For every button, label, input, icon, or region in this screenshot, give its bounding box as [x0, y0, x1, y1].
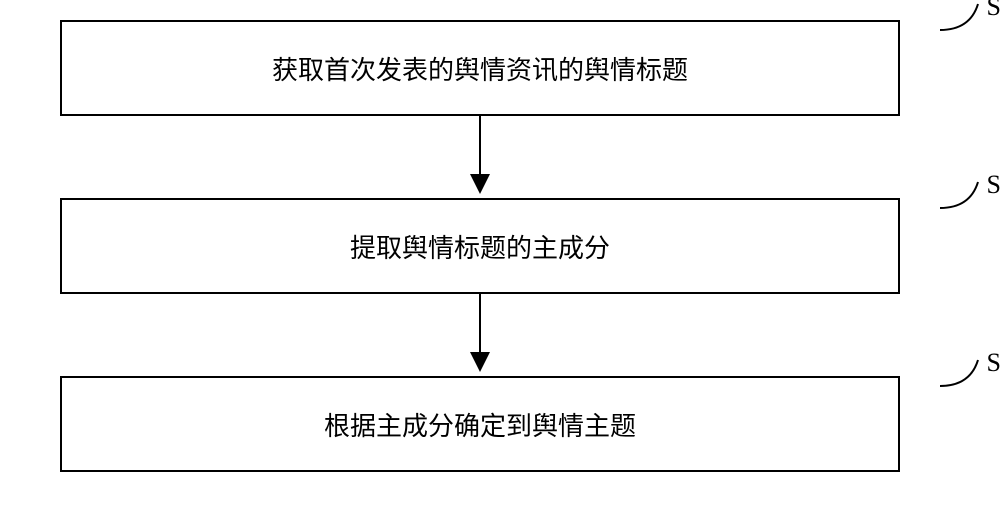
connector-1: [940, 2, 988, 32]
arrow-line-2: [479, 294, 481, 354]
step-wrapper-1: 获取首次发表的舆情资讯的舆情标题 S410: [60, 20, 940, 116]
arrow-1: [60, 116, 900, 198]
arrow-2: [60, 294, 900, 376]
arrow-line-1: [479, 116, 481, 176]
step-label-3: S430: [987, 348, 1000, 378]
flowchart-container: 获取首次发表的舆情资讯的舆情标题 S410 提取舆情标题的主成分 S420 根据…: [60, 20, 940, 472]
arrow-head-1: [470, 174, 490, 194]
step-text-1: 获取首次发表的舆情资讯的舆情标题: [272, 50, 688, 87]
step-text-3: 根据主成分确定到舆情主题: [324, 406, 636, 443]
flowchart-box-2: 提取舆情标题的主成分: [60, 198, 900, 294]
flowchart-box-1: 获取首次发表的舆情资讯的舆情标题: [60, 20, 900, 116]
step-label-2: S420: [987, 170, 1000, 200]
flowchart-box-3: 根据主成分确定到舆情主题: [60, 376, 900, 472]
arrow-head-2: [470, 352, 490, 372]
step-wrapper-3: 根据主成分确定到舆情主题 S430: [60, 376, 940, 472]
step-label-1: S410: [987, 0, 1000, 22]
connector-2: [940, 180, 988, 210]
step-wrapper-2: 提取舆情标题的主成分 S420: [60, 198, 940, 294]
step-text-2: 提取舆情标题的主成分: [350, 228, 610, 265]
connector-3: [940, 358, 988, 388]
